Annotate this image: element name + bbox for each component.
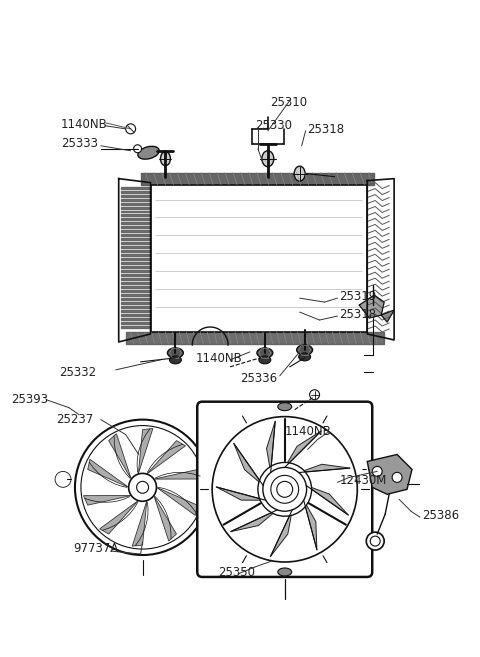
- Ellipse shape: [168, 348, 183, 358]
- Polygon shape: [132, 501, 147, 546]
- Text: 25319: 25319: [339, 290, 377, 303]
- Circle shape: [133, 145, 142, 152]
- Circle shape: [310, 390, 320, 399]
- Polygon shape: [84, 495, 132, 505]
- Ellipse shape: [278, 403, 292, 411]
- Ellipse shape: [299, 353, 311, 361]
- Polygon shape: [266, 421, 275, 472]
- Polygon shape: [147, 441, 185, 474]
- Circle shape: [258, 463, 312, 516]
- Polygon shape: [367, 455, 412, 494]
- Circle shape: [58, 474, 68, 484]
- Circle shape: [75, 420, 210, 555]
- Text: 25336: 25336: [240, 372, 277, 385]
- Text: 1140NB: 1140NB: [285, 424, 332, 438]
- Ellipse shape: [297, 345, 312, 355]
- Polygon shape: [231, 510, 277, 532]
- Polygon shape: [154, 470, 202, 479]
- Text: 25332: 25332: [59, 366, 96, 379]
- Text: 25333: 25333: [61, 137, 98, 150]
- Text: 25237: 25237: [56, 413, 93, 426]
- Polygon shape: [381, 310, 394, 322]
- Circle shape: [55, 471, 71, 487]
- Text: 25393: 25393: [12, 393, 48, 406]
- Text: 25310: 25310: [270, 96, 307, 109]
- Circle shape: [129, 474, 156, 501]
- Circle shape: [372, 466, 382, 476]
- Text: 25386: 25386: [422, 509, 459, 522]
- Text: 25318: 25318: [339, 308, 376, 321]
- Ellipse shape: [160, 152, 170, 166]
- Polygon shape: [234, 443, 263, 486]
- Polygon shape: [299, 464, 350, 472]
- Text: 25350: 25350: [218, 566, 255, 579]
- Ellipse shape: [294, 166, 305, 181]
- Text: 12430M: 12430M: [339, 474, 387, 487]
- Polygon shape: [304, 500, 317, 550]
- Ellipse shape: [257, 348, 273, 358]
- Ellipse shape: [262, 150, 274, 167]
- Ellipse shape: [278, 568, 292, 576]
- Polygon shape: [270, 510, 292, 556]
- Circle shape: [392, 472, 402, 482]
- Polygon shape: [360, 295, 384, 318]
- Circle shape: [366, 532, 384, 550]
- Polygon shape: [108, 434, 132, 479]
- Circle shape: [126, 124, 136, 134]
- FancyBboxPatch shape: [197, 401, 372, 577]
- Bar: [151, 185, 367, 332]
- Text: 97737A: 97737A: [73, 542, 119, 555]
- Circle shape: [271, 476, 299, 503]
- Polygon shape: [138, 428, 153, 474]
- Circle shape: [277, 482, 293, 497]
- Circle shape: [81, 426, 204, 549]
- Text: 25318: 25318: [308, 123, 345, 136]
- Circle shape: [137, 482, 148, 493]
- Ellipse shape: [259, 356, 271, 364]
- Polygon shape: [154, 495, 177, 541]
- Ellipse shape: [138, 147, 159, 159]
- Circle shape: [212, 417, 357, 562]
- Text: 1140NB: 1140NB: [195, 352, 242, 365]
- Polygon shape: [285, 431, 321, 467]
- Polygon shape: [216, 487, 266, 500]
- Circle shape: [263, 467, 307, 511]
- Text: 25330: 25330: [255, 119, 292, 132]
- Polygon shape: [88, 459, 129, 487]
- Polygon shape: [156, 487, 197, 515]
- Polygon shape: [306, 486, 348, 515]
- Circle shape: [370, 536, 380, 546]
- Text: 1140NB: 1140NB: [61, 118, 108, 131]
- Ellipse shape: [169, 356, 181, 364]
- Polygon shape: [100, 501, 138, 534]
